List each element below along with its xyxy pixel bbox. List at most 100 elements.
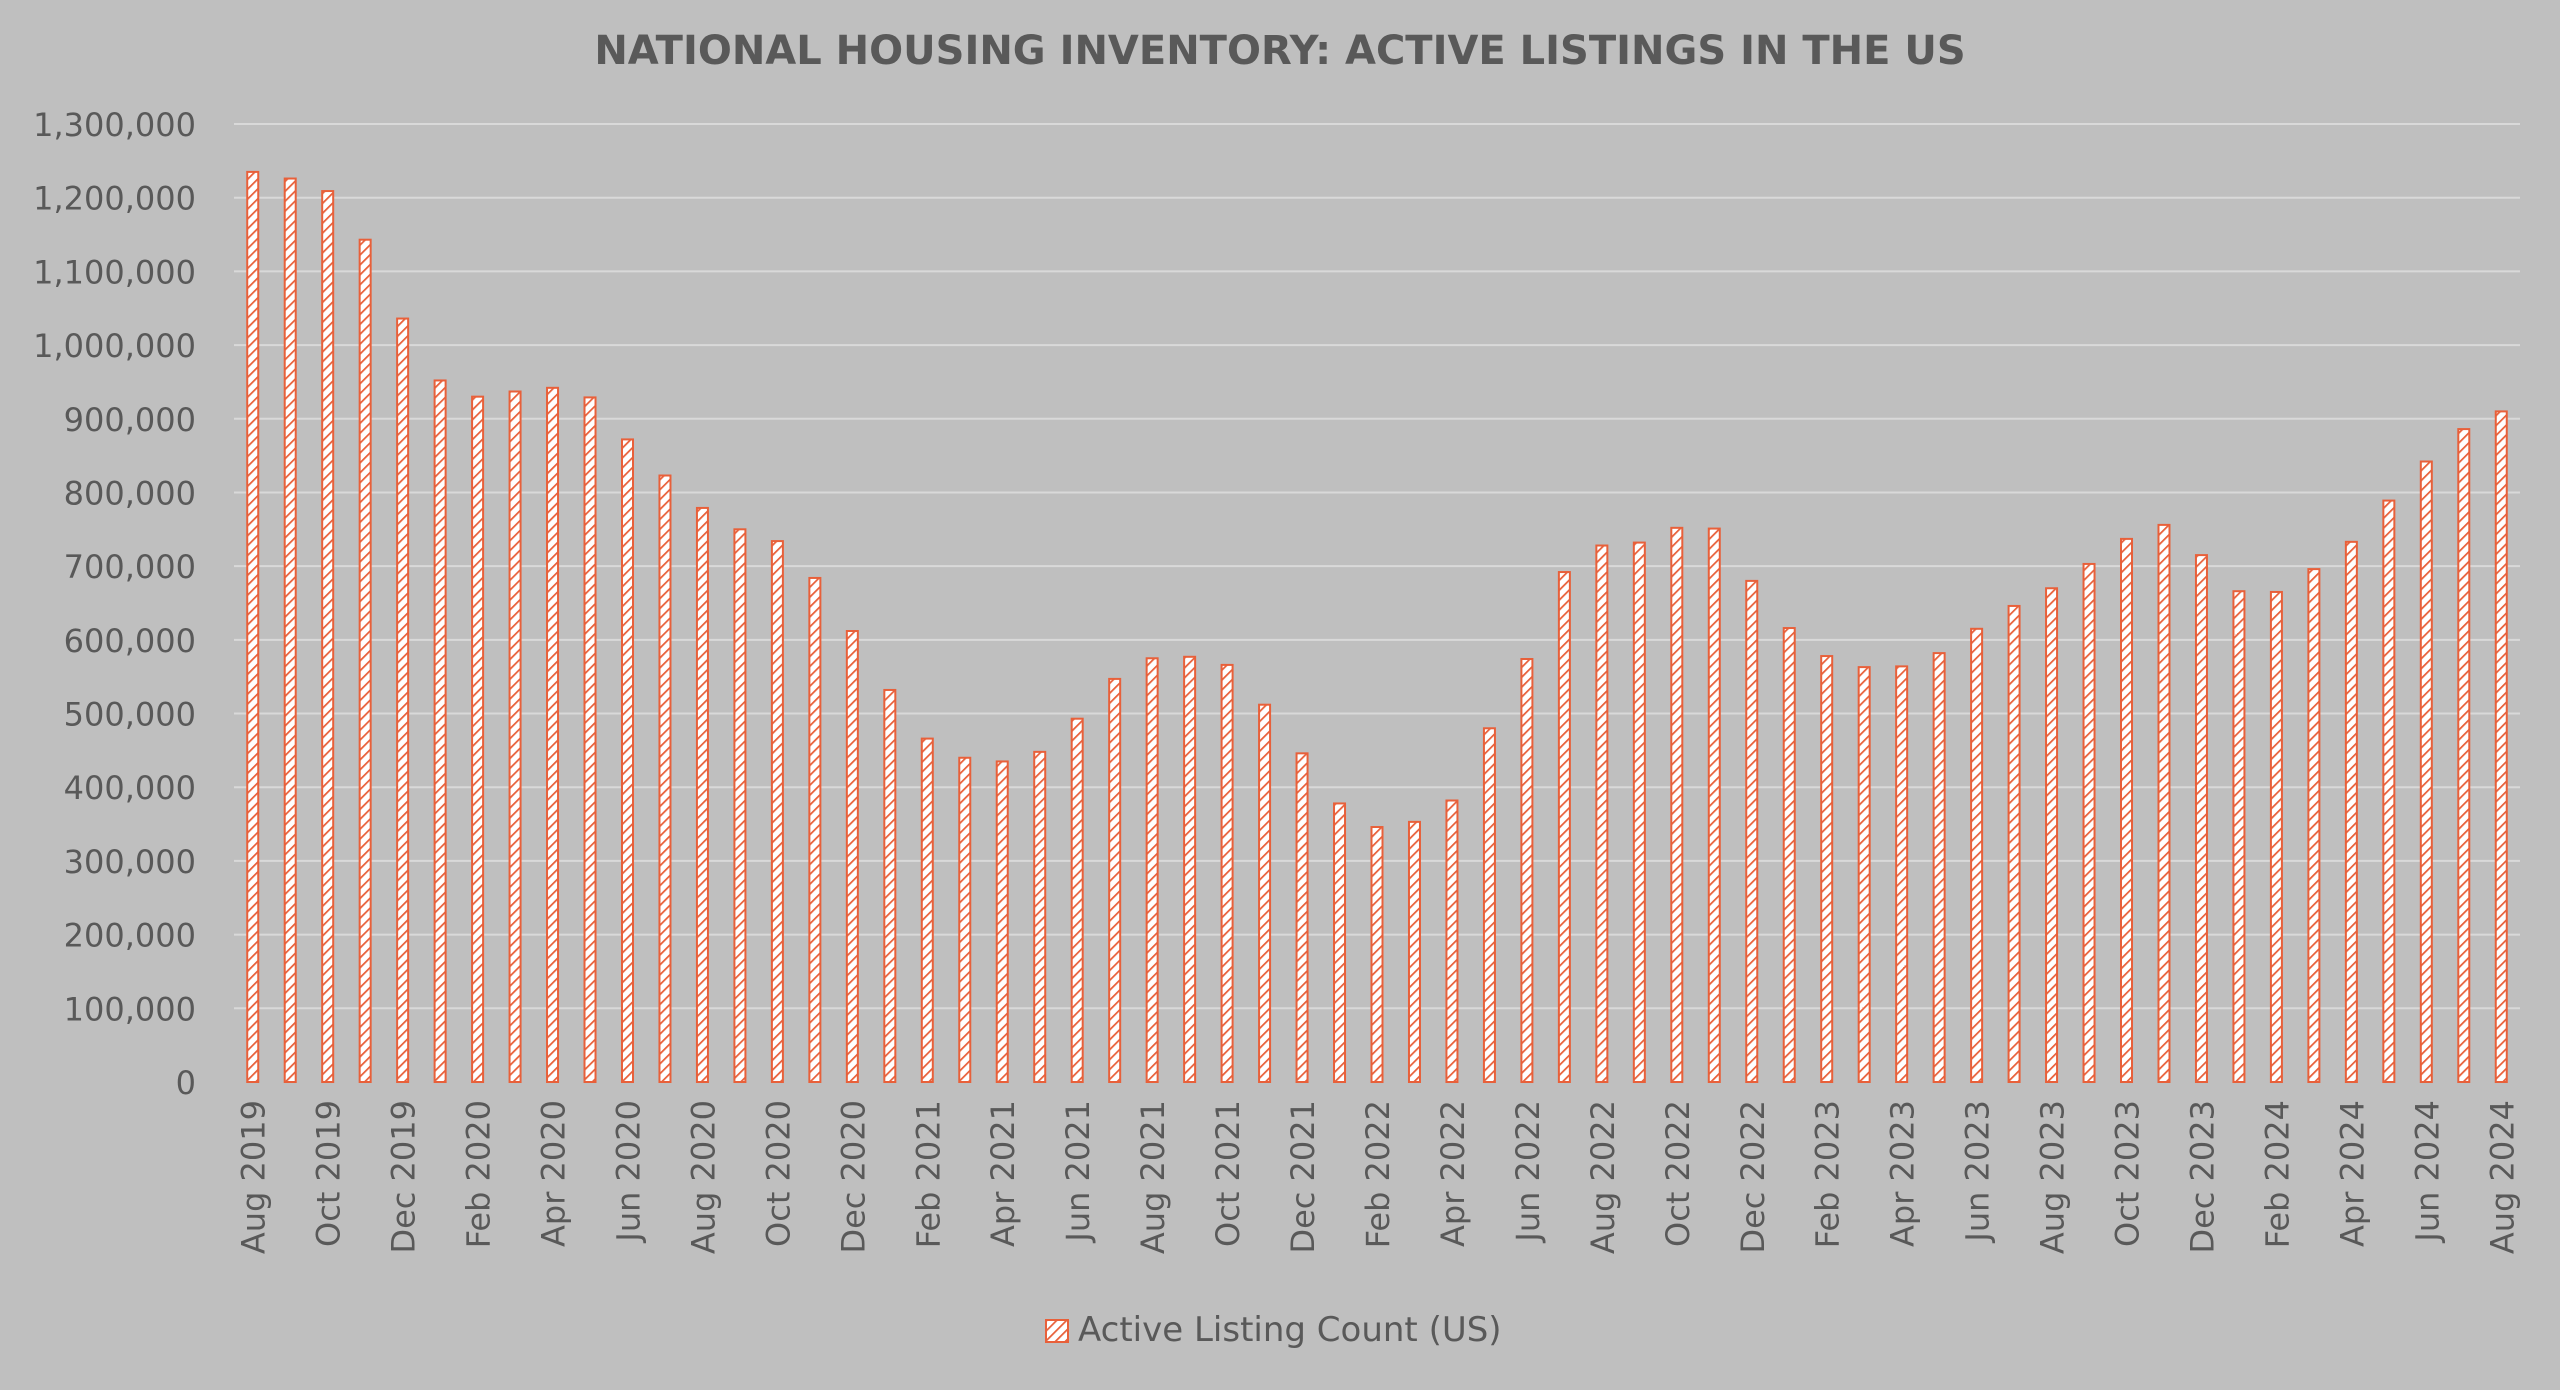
y-tick-label: 200,000 [64, 917, 196, 955]
x-tick-label: Oct 2021 [1209, 1100, 1247, 1247]
bar [1895, 665, 1909, 1083]
legend-label: Active Listing Count (US) [1078, 1310, 1502, 1350]
bar [1108, 677, 1122, 1083]
x-tick-label: Feb 2021 [909, 1100, 947, 1248]
x-tick-label: Feb 2023 [1809, 1100, 1847, 1248]
bar [583, 396, 597, 1084]
legend-swatch [1045, 1319, 1069, 1343]
bar [2344, 540, 2358, 1083]
bar [883, 688, 897, 1083]
bar [1295, 752, 1309, 1084]
x-tick-label: Jun 2020 [609, 1100, 647, 1244]
bar [658, 474, 672, 1083]
x-tick-label: Oct 2020 [759, 1100, 797, 1247]
x-tick-label: Aug 2020 [684, 1100, 722, 1254]
x-tick-label: Dec 2021 [1284, 1100, 1322, 1254]
y-tick-label: 1,300,000 [33, 106, 196, 144]
bar [508, 390, 522, 1084]
bar [845, 630, 859, 1083]
bar [2120, 537, 2134, 1083]
bar [770, 540, 784, 1083]
bar [1333, 802, 1347, 1083]
bar [2194, 554, 2208, 1083]
bar [321, 190, 335, 1083]
y-tick-label: 700,000 [64, 548, 196, 586]
bars [246, 170, 2508, 1084]
x-tick-label: Dec 2023 [2183, 1100, 2221, 1254]
bar [808, 576, 822, 1084]
bar [1670, 526, 1684, 1083]
y-tick-label: 800,000 [64, 474, 196, 512]
bar [358, 238, 372, 1084]
y-tick-label: 900,000 [64, 401, 196, 439]
x-tick-label: Oct 2023 [2109, 1100, 2147, 1247]
bar [695, 506, 709, 1083]
bar [1932, 652, 1946, 1083]
x-tick-label: Apr 2024 [2333, 1100, 2371, 1247]
bar [1782, 627, 1796, 1083]
bar [1033, 750, 1047, 1083]
x-tick-label: Aug 2021 [1134, 1100, 1172, 1254]
y-tick-label: 500,000 [64, 696, 196, 734]
x-tick-label: Jun 2021 [1059, 1100, 1097, 1244]
bar [733, 528, 747, 1083]
x-tick-label: Feb 2024 [2258, 1100, 2296, 1248]
bar [2082, 562, 2096, 1083]
x-tick-label: Dec 2022 [1734, 1100, 1772, 1254]
y-tick-label: 400,000 [64, 769, 196, 807]
x-tick-label: Oct 2019 [310, 1100, 348, 1247]
bar [1557, 571, 1571, 1084]
bar [2045, 587, 2059, 1083]
bar [958, 756, 972, 1083]
bar [2382, 499, 2396, 1083]
x-tick-label: Apr 2020 [535, 1100, 573, 1247]
y-tick-label: 0 [176, 1064, 196, 1102]
x-tick-label: Aug 2024 [2483, 1100, 2521, 1254]
x-tick-label: Apr 2022 [1434, 1100, 1472, 1247]
bar [2269, 590, 2283, 1083]
x-axis-tick-labels: Aug 2019 Oct 2019 Dec 2019 Feb 2020 Apr 2020… [235, 1100, 2522, 1254]
bar [1258, 703, 1272, 1083]
x-tick-label: Apr 2023 [1884, 1100, 1922, 1247]
bar [995, 760, 1009, 1083]
bar [920, 737, 934, 1084]
bar [1520, 658, 1534, 1083]
chart-title: NATIONAL HOUSING INVENTORY: ACTIVE LISTI… [594, 28, 1965, 74]
bar [471, 395, 485, 1083]
bar [2494, 410, 2508, 1083]
x-tick-label: Dec 2020 [834, 1100, 872, 1254]
gridlines [234, 123, 2520, 1010]
bar [1707, 527, 1721, 1083]
y-tick-label: 100,000 [64, 990, 196, 1028]
bar [283, 177, 297, 1084]
bar [1445, 799, 1459, 1083]
x-tick-label: Feb 2020 [460, 1100, 498, 1248]
bar [396, 317, 410, 1084]
bar [1407, 820, 1421, 1083]
x-tick-label: Jun 2023 [1959, 1100, 1997, 1244]
y-tick-label: 300,000 [64, 843, 196, 881]
y-tick-label: 600,000 [64, 622, 196, 660]
y-tick-label: 1,100,000 [33, 253, 196, 291]
bar [546, 386, 560, 1083]
bar [1632, 541, 1646, 1083]
x-tick-label: Dec 2019 [385, 1100, 423, 1254]
bar [2457, 428, 2471, 1083]
bar [620, 438, 634, 1083]
bar [2232, 590, 2246, 1083]
x-tick-label: Apr 2021 [984, 1100, 1022, 1247]
bar [2419, 460, 2433, 1084]
x-tick-label: Jun 2024 [2408, 1100, 2446, 1244]
bar [1745, 579, 1759, 1084]
y-axis-tick-labels: 0 100,000 200,000 300,000 400,000 500,000 600,… [33, 106, 196, 1102]
y-tick-label: 1,000,000 [33, 327, 196, 365]
x-tick-label: Aug 2023 [2034, 1100, 2072, 1254]
bar [1145, 657, 1159, 1083]
bar [1220, 663, 1234, 1083]
x-tick-label: Aug 2019 [235, 1100, 273, 1254]
bar [246, 170, 260, 1083]
bar [1857, 666, 1871, 1083]
x-tick-label: Jun 2022 [1509, 1100, 1547, 1244]
legend: Active Listing Count (US) [1045, 1310, 1502, 1350]
